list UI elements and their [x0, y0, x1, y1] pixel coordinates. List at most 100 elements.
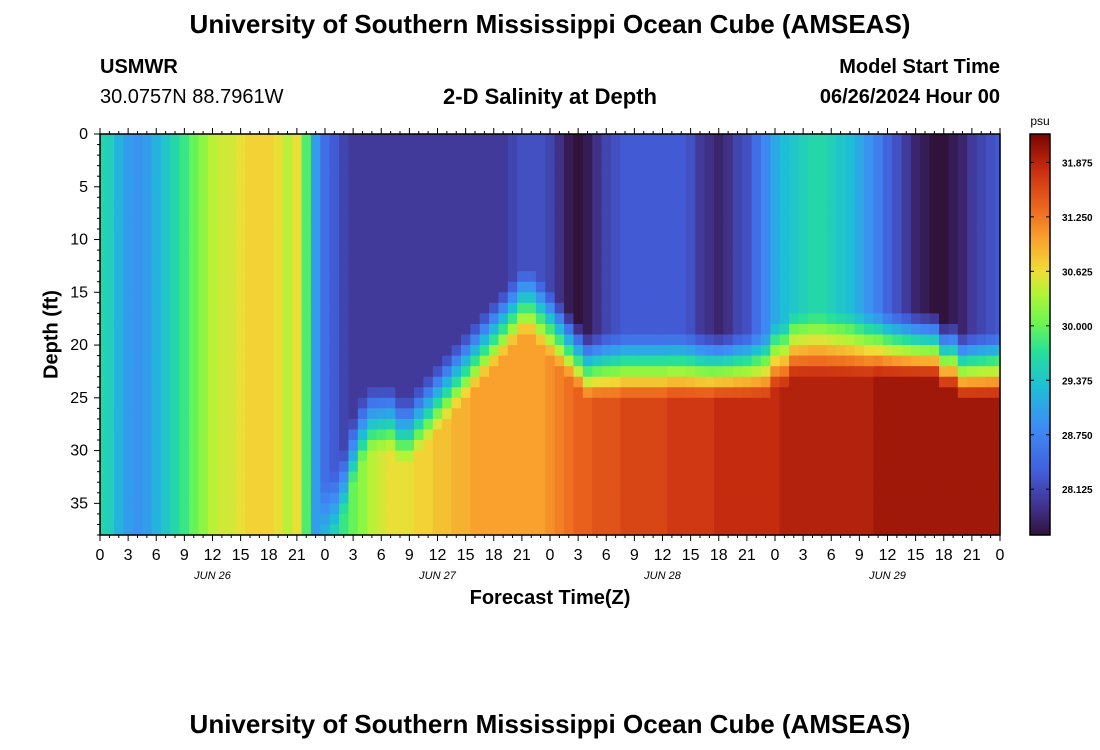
heatmap-cell — [873, 176, 884, 188]
heatmap-cell — [282, 271, 293, 283]
heatmap-cell — [770, 260, 781, 272]
heatmap-cell — [685, 440, 696, 452]
heatmap-cell — [695, 218, 706, 230]
heatmap-cell — [667, 239, 678, 251]
heatmap-cell — [835, 186, 846, 198]
heatmap-cell — [817, 408, 828, 420]
heatmap-cell — [254, 260, 265, 272]
heatmap-cell — [151, 524, 162, 536]
heatmap-cell — [254, 524, 265, 536]
day-label: JUN 26 — [193, 570, 232, 582]
heatmap-cell — [367, 461, 378, 473]
heatmap-cell — [100, 281, 106, 293]
heatmap-cell — [723, 524, 734, 536]
heatmap-cell — [854, 302, 865, 314]
heatmap-cell — [432, 397, 443, 409]
heatmap-cell — [629, 334, 640, 346]
heatmap-cell — [985, 418, 996, 431]
heatmap-cell — [123, 292, 134, 304]
heatmap-cell — [329, 418, 340, 431]
heatmap-cell — [582, 186, 593, 198]
heatmap-cell — [217, 134, 228, 146]
heatmap-cell — [226, 165, 237, 177]
heatmap-cell — [939, 492, 950, 504]
heatmap-cell — [667, 250, 678, 262]
heatmap-cell — [526, 134, 537, 146]
heatmap-cell — [798, 345, 809, 357]
heatmap-cell — [920, 323, 931, 336]
heatmap-cell — [451, 186, 462, 198]
heatmap-cell — [573, 176, 584, 188]
heatmap-cell — [367, 292, 378, 304]
heatmap-cell — [882, 376, 893, 388]
heatmap-cell — [554, 292, 565, 304]
heatmap-cell — [620, 429, 631, 441]
heatmap-cell — [835, 482, 846, 494]
heatmap-cell — [442, 134, 453, 146]
heatmap-cell — [479, 176, 490, 188]
heatmap-cell — [385, 461, 396, 473]
heatmap-cell — [864, 429, 875, 441]
heatmap-cell — [320, 387, 331, 399]
heatmap-cell — [948, 323, 959, 336]
heatmap-cell — [929, 503, 940, 515]
heatmap-cell — [114, 271, 125, 283]
heatmap-cell — [235, 197, 246, 209]
heatmap-cell — [629, 260, 640, 272]
heatmap-cell — [170, 471, 181, 483]
heatmap-cell — [207, 450, 218, 462]
heatmap-cell — [685, 503, 696, 515]
heatmap-cell — [264, 207, 275, 220]
heatmap-cell — [995, 513, 1001, 526]
heatmap-cell — [704, 281, 715, 293]
heatmap-cell — [582, 513, 593, 526]
heatmap-cell — [676, 482, 687, 494]
heatmap-cell — [489, 355, 500, 367]
heatmap-cell — [676, 207, 687, 220]
heatmap-cell — [676, 503, 687, 515]
heatmap-cell — [807, 197, 818, 209]
heatmap-cell — [479, 429, 490, 441]
heatmap-cell — [957, 429, 968, 441]
heatmap-cell — [320, 513, 331, 526]
heatmap-cell — [451, 513, 462, 526]
plot-title: 2-D Salinity at Depth — [443, 84, 657, 109]
heatmap-cell — [751, 471, 762, 483]
heatmap-cell — [873, 260, 884, 272]
heatmap-cell — [648, 134, 659, 146]
heatmap-cell — [985, 408, 996, 420]
heatmap-cell — [798, 313, 809, 325]
heatmap-cell — [779, 524, 790, 536]
heatmap-cell — [667, 355, 678, 367]
heatmap-cell — [873, 408, 884, 420]
heatmap-cell — [554, 218, 565, 230]
heatmap-cell — [995, 429, 1001, 441]
heatmap-cell — [714, 450, 725, 462]
heatmap-cell — [442, 408, 453, 420]
heatmap-cell — [264, 260, 275, 272]
heatmap-cell — [610, 471, 621, 483]
heatmap-cell — [957, 218, 968, 230]
heatmap-cell — [479, 355, 490, 367]
heatmap-cell — [845, 492, 856, 504]
heatmap-cell — [414, 492, 425, 504]
heatmap-cell — [695, 355, 706, 367]
heatmap-cell — [629, 239, 640, 251]
heatmap-cell — [639, 250, 650, 262]
heatmap-cell — [367, 207, 378, 220]
heatmap-cell — [517, 513, 528, 526]
heatmap-cell — [639, 482, 650, 494]
heatmap-cell — [151, 260, 162, 272]
heatmap-cell — [592, 197, 603, 209]
heatmap-cell — [835, 355, 846, 367]
heatmap-cell — [470, 250, 481, 262]
heatmap-cell — [910, 218, 921, 230]
heatmap-cell — [901, 334, 912, 346]
heatmap-cell — [170, 228, 181, 241]
heatmap-cell — [967, 165, 978, 177]
heatmap-cell — [985, 260, 996, 272]
heatmap-cell — [667, 408, 678, 420]
heatmap-cell — [404, 345, 415, 357]
heatmap-cell — [404, 376, 415, 388]
heatmap-cell — [160, 450, 171, 462]
